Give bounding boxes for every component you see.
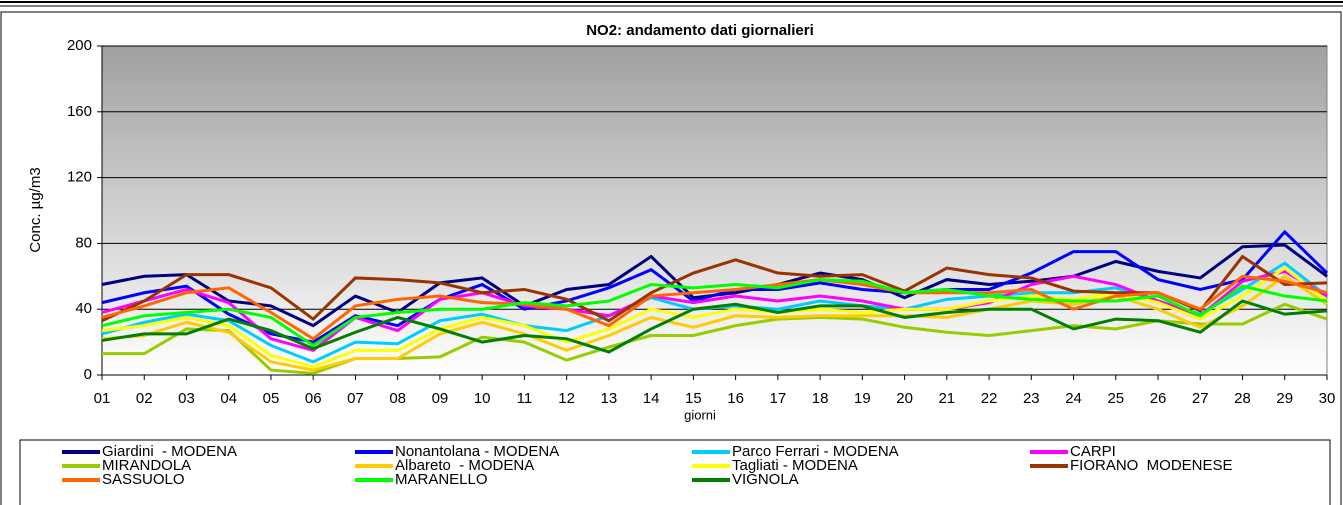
- x-axis-label: giorni: [684, 407, 716, 422]
- x-tick-label: 23: [1023, 390, 1040, 407]
- x-tick-label: 05: [263, 390, 280, 407]
- legend-label: Parco Ferrari - MODENA: [732, 443, 899, 460]
- legend-label: MIRANDOLA: [102, 457, 191, 474]
- x-tick-label: 22: [981, 390, 998, 407]
- x-tick-label: 18: [812, 390, 829, 407]
- legend: [19, 439, 1331, 505]
- chart-border: [0, 11, 1342, 505]
- series-line: [102, 302, 1328, 375]
- x-tick-label: 30: [1319, 390, 1336, 407]
- x-tick-label: 19: [854, 390, 871, 407]
- y-tick-label: 200: [67, 37, 92, 54]
- x-tick-label: 06: [305, 390, 322, 407]
- x-tick-label: 08: [389, 390, 406, 407]
- y-axis-label: Conc. µg/m3: [27, 167, 44, 252]
- x-tick-label: 12: [558, 390, 575, 407]
- series-line: [101, 254, 1328, 323]
- x-tick-label: 14: [643, 390, 660, 407]
- x-tick-label: 20: [896, 390, 913, 407]
- x-tick-label: 03: [178, 390, 195, 407]
- x-tick-label: 15: [685, 390, 702, 407]
- legend-label: Nonantolana - MODENA: [395, 443, 559, 460]
- x-tick-label: 29: [1276, 390, 1293, 407]
- chart-title: NO2: andamento dati giornalieri: [586, 22, 814, 39]
- legend-label: FIORANO MODENESE: [1070, 457, 1233, 474]
- x-tick-label: 07: [347, 390, 364, 407]
- x-tick-label: 09: [432, 390, 449, 407]
- x-tick-label: 27: [1192, 390, 1209, 407]
- x-tick-label: 01: [94, 390, 111, 407]
- y-tick-label: 160: [67, 103, 92, 120]
- x-tick-label: 10: [474, 390, 491, 407]
- x-tick-label: 16: [727, 390, 744, 407]
- y-tick-label: 80: [75, 234, 92, 251]
- y-tick-label: 40: [75, 300, 92, 317]
- legend-label: Giardini - MODENA: [102, 443, 237, 460]
- y-tick-label: 0: [84, 366, 92, 383]
- legend-label: Albareto - MODENA: [395, 457, 534, 474]
- series-line: [101, 274, 1328, 372]
- legend-label: MARANELLO: [395, 471, 488, 488]
- x-tick-label: 02: [136, 390, 153, 407]
- x-tick-label: 26: [1150, 390, 1167, 407]
- x-tick-label: 28: [1234, 390, 1251, 407]
- x-tick-label: 25: [1107, 390, 1124, 407]
- series-line: [101, 269, 1328, 352]
- y-tick-label: 120: [67, 169, 92, 186]
- x-tick-label: 04: [220, 390, 237, 407]
- x-tick-label: 21: [938, 390, 955, 407]
- series-line: [101, 274, 1328, 341]
- legend-label: SASSUOLO: [102, 471, 185, 488]
- x-tick-label: 17: [770, 390, 787, 407]
- x-tick-label: 11: [517, 390, 533, 407]
- x-tick-label: 24: [1065, 390, 1082, 407]
- series-line: [101, 278, 1328, 348]
- x-tick-label: 13: [601, 390, 618, 407]
- legend-label: Tagliati - MODENA: [732, 457, 858, 474]
- legend-label: VIGNOLA: [732, 471, 799, 488]
- series-line: [101, 299, 1328, 354]
- legend-label: CARPI: [1070, 443, 1116, 460]
